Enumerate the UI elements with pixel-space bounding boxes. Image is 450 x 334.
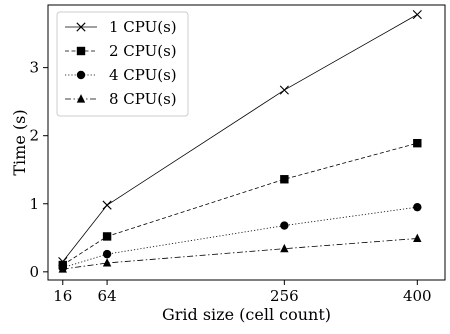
data-point (102, 200, 112, 210)
legend-marker (76, 70, 86, 80)
y-tick-label: 3 (29, 59, 39, 77)
y-tick-label: 2 (29, 127, 39, 145)
data-point (280, 175, 289, 184)
series-line-3 (62, 206, 418, 269)
data-point (102, 249, 112, 259)
x-tick-label: 256 (270, 287, 299, 305)
y-axis-label: Time (s) (10, 109, 29, 175)
x-tick-label: 64 (98, 287, 117, 305)
y-tick-label: 1 (29, 195, 39, 213)
legend-label: 1 CPU(s) (109, 18, 177, 36)
y-tick-label: 0 (29, 263, 39, 281)
data-point (413, 138, 422, 148)
plot-frame (47, 4, 446, 281)
series-line-4 (62, 238, 418, 270)
data-point (413, 202, 422, 212)
legend-box (56, 11, 189, 117)
data-point (102, 258, 112, 267)
data-point (280, 221, 289, 230)
legend-marker (76, 22, 86, 32)
legend-label: 8 CPU(s) (109, 90, 177, 108)
x-tick-label: 16 (53, 287, 72, 305)
legend-marker (76, 94, 86, 103)
data-point (412, 9, 422, 20)
data-point (413, 233, 422, 243)
x-tick-label: 400 (403, 287, 432, 305)
series-line-2 (62, 142, 418, 266)
data-point (279, 85, 289, 95)
x-axis-label: Grid size (cell count) (162, 305, 331, 324)
legend-label: 4 CPU(s) (109, 66, 177, 84)
data-point (102, 232, 112, 241)
data-point (58, 264, 67, 273)
legend-marker (76, 46, 86, 56)
series-line-1 (62, 14, 418, 262)
legend-label: 2 CPU(s) (109, 42, 177, 60)
data-point (280, 243, 289, 253)
